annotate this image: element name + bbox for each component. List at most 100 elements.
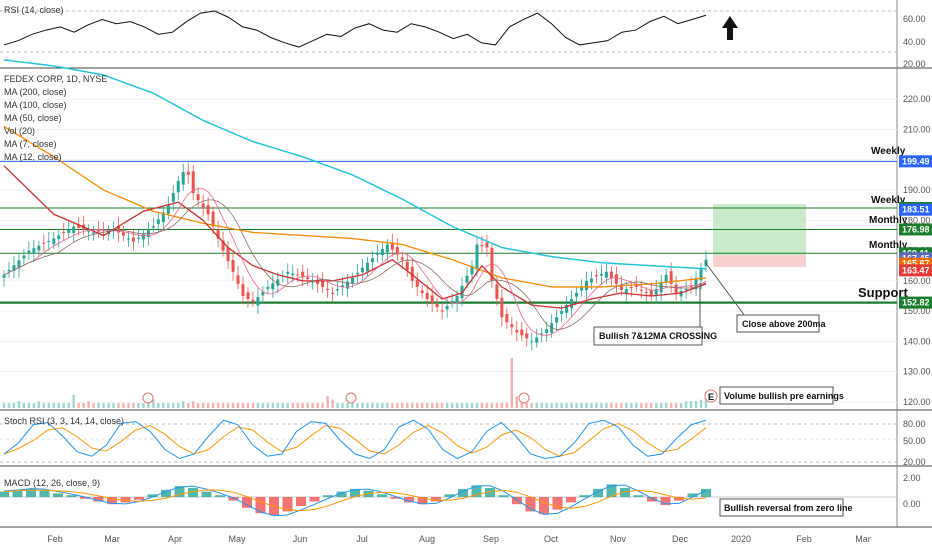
candle bbox=[495, 284, 499, 300]
candle bbox=[480, 245, 484, 247]
candle bbox=[171, 193, 175, 202]
macd-bar bbox=[471, 485, 482, 497]
volume-bar bbox=[251, 403, 255, 408]
x-tick-label: Sep bbox=[483, 534, 499, 544]
price-tag-label: 199.49 bbox=[902, 156, 930, 166]
macd-bar bbox=[431, 497, 441, 502]
candle bbox=[246, 292, 250, 300]
x-tick-label: Aug bbox=[419, 534, 435, 544]
volume-bar bbox=[236, 403, 240, 408]
candle bbox=[67, 229, 71, 233]
candle bbox=[580, 286, 584, 291]
volume-bar bbox=[77, 403, 80, 408]
price-tag-label: 163.47 bbox=[902, 265, 930, 275]
macd-line bbox=[3, 484, 707, 517]
weekly-label: Weekly bbox=[871, 195, 906, 206]
candle bbox=[316, 279, 320, 284]
callout-crossing: Bullish 7&12MA CROSSING bbox=[593, 283, 717, 346]
candle bbox=[425, 293, 429, 300]
volume-bar bbox=[331, 399, 334, 408]
candle bbox=[326, 288, 330, 290]
candle bbox=[634, 285, 638, 287]
candle bbox=[17, 260, 21, 269]
volume-bar bbox=[196, 403, 200, 408]
x-axis: Feb Mar Apr May Jun Jul Aug Sep Oct Nov Dec 2020 Feb… bbox=[47, 534, 871, 544]
candle bbox=[27, 250, 31, 253]
candle bbox=[251, 299, 255, 303]
candle bbox=[385, 244, 389, 253]
volume-bar bbox=[650, 403, 653, 408]
volume-bar bbox=[2, 403, 6, 408]
price-tag bbox=[899, 155, 932, 168]
candle bbox=[346, 281, 350, 289]
volume-bar bbox=[37, 401, 41, 408]
macd-bar bbox=[350, 488, 360, 497]
rsi-tick: 20.00 bbox=[903, 59, 926, 69]
volume-bar bbox=[256, 403, 260, 408]
candle bbox=[674, 284, 678, 293]
candle bbox=[450, 301, 454, 304]
macd-bar bbox=[498, 495, 509, 497]
ma50-line bbox=[3, 165, 707, 309]
candle bbox=[455, 296, 459, 304]
volume-bar bbox=[206, 403, 210, 408]
candle bbox=[659, 281, 663, 293]
monthly-label: Monthly bbox=[869, 240, 908, 251]
volume-bar bbox=[530, 403, 533, 408]
candle bbox=[555, 317, 559, 323]
price-tick: 130.00 bbox=[903, 367, 931, 377]
candle bbox=[2, 274, 6, 278]
candle bbox=[530, 341, 534, 343]
candle bbox=[156, 219, 160, 225]
macd-bar bbox=[120, 497, 131, 503]
callout-text: Volume bullish pre earnings bbox=[724, 391, 844, 401]
volume-bar bbox=[421, 403, 424, 408]
volume-bar bbox=[266, 403, 270, 408]
volume-bar bbox=[127, 403, 130, 408]
volume-bar bbox=[630, 403, 633, 408]
volume-bar bbox=[510, 358, 514, 408]
candle bbox=[679, 290, 683, 297]
volume-bar bbox=[560, 403, 563, 408]
price-tag bbox=[899, 296, 932, 309]
volume-bar bbox=[226, 403, 230, 408]
macd-bar bbox=[323, 495, 333, 497]
candle bbox=[191, 171, 195, 194]
candle bbox=[121, 232, 125, 236]
volume-bar bbox=[177, 403, 180, 408]
candle bbox=[321, 280, 325, 287]
rsi-tick: 40.00 bbox=[903, 37, 926, 47]
macd-bar bbox=[485, 488, 495, 497]
stoch-d-line bbox=[3, 423, 707, 457]
volume-bar bbox=[182, 401, 185, 408]
candle bbox=[699, 268, 703, 281]
volume-bar bbox=[67, 403, 70, 408]
volume-bar bbox=[221, 403, 225, 408]
price-tick: 210.00 bbox=[903, 125, 931, 135]
volume-bar bbox=[495, 403, 499, 408]
candle bbox=[266, 286, 270, 289]
volume-bar bbox=[107, 403, 110, 408]
candle bbox=[604, 271, 608, 278]
x-tick-label: Jun bbox=[293, 534, 308, 544]
macd-callout: Bullish reversal from zero line bbox=[724, 503, 853, 513]
candle bbox=[375, 253, 379, 255]
candle bbox=[181, 171, 185, 185]
macd-bar bbox=[336, 491, 347, 497]
volume-bar bbox=[17, 401, 21, 408]
volume-bar bbox=[470, 403, 474, 408]
price-tag bbox=[899, 223, 932, 236]
volume-bar bbox=[291, 403, 294, 408]
volume-bar bbox=[361, 403, 364, 408]
price-tick: 220.00 bbox=[903, 94, 931, 104]
candle bbox=[62, 231, 66, 233]
macd-bar bbox=[174, 486, 185, 497]
rsi-tick: 60.00 bbox=[903, 14, 926, 24]
candle bbox=[32, 248, 36, 254]
candle bbox=[42, 242, 46, 244]
macd-bar bbox=[161, 489, 171, 497]
candle bbox=[7, 269, 11, 272]
stoch-tick: 80.00 bbox=[903, 419, 926, 429]
stoch-label: Stoch RSI (3, 3, 14, 14, close) bbox=[4, 416, 124, 426]
volume-bar bbox=[87, 401, 90, 408]
